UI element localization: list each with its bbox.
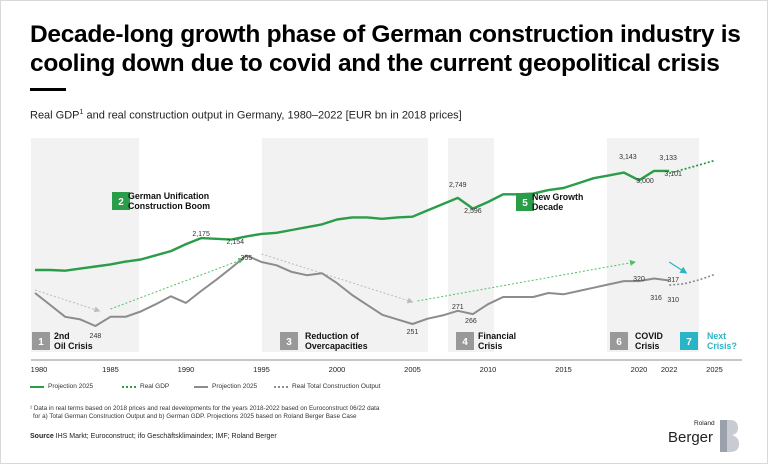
annotation-line-1: Financial: [478, 331, 516, 341]
x-tick-label: 2005: [404, 365, 421, 374]
annotation-badge-2: [112, 192, 130, 210]
annotation-number-6: 6: [616, 337, 622, 348]
chart-subtitle: Real GDP1 and real construction output i…: [30, 109, 462, 122]
crisis-panel: [262, 138, 428, 352]
legend-projection-construction: Projection 2025: [212, 383, 258, 390]
annotation-line-1: Next: [707, 331, 726, 341]
x-tick-label: 1985: [102, 365, 119, 374]
growth-arrow-2: [417, 259, 636, 302]
roland-berger-logo: Roland Berger: [668, 420, 742, 452]
logo-roland: Roland: [694, 420, 715, 427]
data-label-gdp: 2,596: [464, 208, 482, 215]
crisis-panel: [669, 138, 699, 352]
data-label-construction: 316: [650, 295, 662, 302]
x-tick-label: 2025: [706, 365, 723, 374]
logo-mark-icon: [720, 420, 739, 452]
data-label-gdp: 2,175: [192, 231, 210, 238]
gdp-line: [35, 169, 670, 272]
x-tick-label: 2020: [631, 365, 648, 374]
source: Source IHS Markt; Euroconstruct; ifo Ges…: [30, 433, 277, 440]
annotation-badge-3: [280, 332, 298, 350]
data-label-gdp: 3,000: [636, 178, 654, 185]
annotation-badge-6: [610, 332, 628, 350]
page-title: Decade-long growth phase of German const…: [30, 21, 741, 77]
data-label-construction: 355: [241, 255, 253, 262]
annotation-line-2: Crisis: [478, 341, 503, 351]
annotation-badge-4: [456, 332, 474, 350]
annotation-line-2: Construction Boom: [128, 201, 210, 211]
data-label-construction: 271: [452, 304, 464, 311]
annotation-line-1: New Growth: [532, 192, 583, 202]
annotation-line-1: COVID: [635, 331, 663, 341]
annotation-badge-1: [32, 332, 50, 350]
data-label-construction: 251: [407, 329, 419, 336]
data-label-construction: 266: [465, 318, 477, 325]
annotation-number-2: 2: [118, 197, 124, 208]
annotation-line-1: German Unification: [128, 191, 209, 201]
annotation-number-3: 3: [286, 337, 292, 348]
annotation-number-7: 7: [686, 337, 692, 348]
data-label-gdp: 3,133: [659, 155, 677, 162]
title-rule: [30, 88, 66, 91]
annotation-line-2: Decade: [532, 202, 563, 212]
x-tick-label: 2000: [329, 365, 346, 374]
footnote: ¹ Data in real terms based on 2018 price…: [30, 405, 450, 421]
data-label-construction: 320: [633, 276, 645, 283]
logo-berger: Berger: [668, 429, 714, 446]
data-label-construction: 317: [667, 277, 679, 284]
annotation-line-1: Reduction of: [305, 331, 359, 341]
annotation-line-2: Overcapacities: [305, 341, 368, 351]
source-text: IHS Markt; Euroconstruct; ifo Geschäftsk…: [53, 433, 277, 440]
data-label-gdp: 3,101: [664, 171, 682, 178]
legend-projection-gdp: Projection 2025: [48, 383, 94, 390]
construction-line: [34, 254, 670, 327]
annotation-badge-5: [516, 193, 534, 211]
data-label-gdp: 2,749: [449, 182, 467, 189]
subtitle-post: and real construction output in Germany,…: [83, 109, 462, 122]
annotation-number-1: 1: [38, 337, 44, 348]
data-label-construction: 310: [667, 297, 679, 304]
annotation-line-2: Oil Crisis: [54, 341, 93, 351]
legend-real-construction: Real Total Construction Output: [292, 383, 381, 390]
crisis-panel: [31, 138, 139, 352]
annotation-number-4: 4: [462, 337, 468, 348]
footnote-line-2: for a) Total German Construction Output …: [33, 413, 357, 420]
x-tick-label: 1990: [178, 365, 195, 374]
subtitle-pre: Real GDP: [30, 109, 80, 122]
x-tick-label: 2015: [555, 365, 572, 374]
annotation-line-2: Crisis?: [707, 341, 737, 351]
data-label-gdp: 3,143: [619, 154, 637, 161]
next-crisis-arrow: [668, 261, 688, 274]
x-tick-label: 2010: [480, 365, 497, 374]
decline-arrow-1: [34, 289, 101, 313]
x-tick-label: 1980: [31, 365, 48, 374]
source-label: Source: [30, 433, 54, 440]
subtitle-sup: 1: [79, 109, 84, 116]
annotation-line-1: 2nd: [54, 331, 70, 341]
legend-real-gdp: Real GDP: [140, 383, 170, 390]
x-tick-label: 2022: [661, 365, 678, 374]
annotation-badge-7: [680, 332, 698, 350]
data-label-gdp: 2,154: [227, 239, 245, 246]
data-label-construction: 248: [90, 333, 102, 340]
annotation-line-2: Crisis: [635, 341, 660, 351]
crisis-panel: [448, 138, 494, 352]
footnote-line-1: ¹ Data in real terms based on 2018 price…: [30, 405, 380, 412]
legend-swatches: [30, 386, 288, 388]
annotation-number-5: 5: [522, 198, 528, 209]
decline-arrow-2: [261, 253, 414, 304]
x-tick-label: 1995: [253, 365, 270, 374]
